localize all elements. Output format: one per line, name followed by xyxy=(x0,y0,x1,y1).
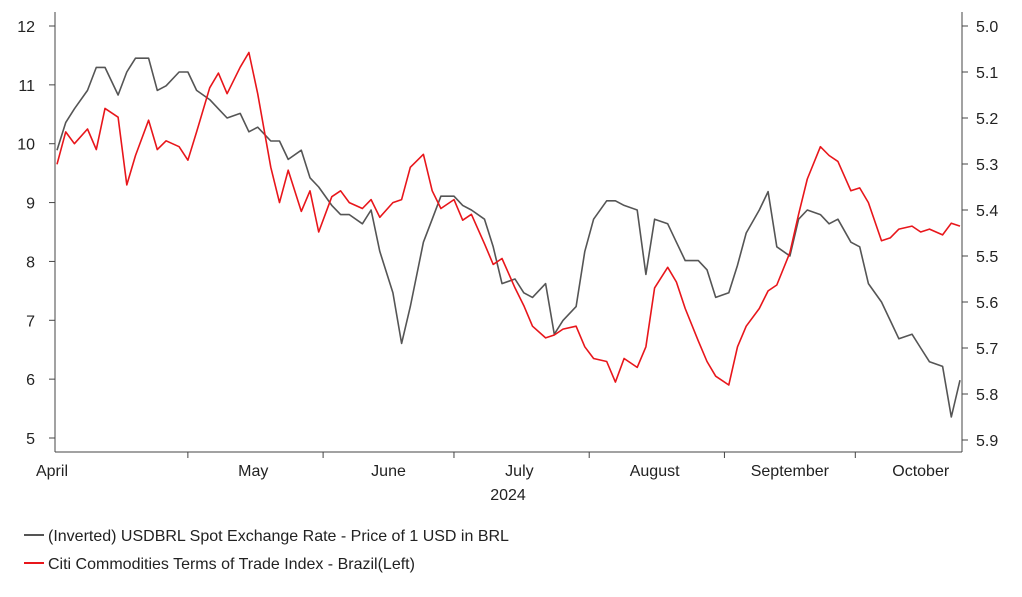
left-tick-label: 12 xyxy=(17,19,35,36)
right-tick-label: 5.0 xyxy=(976,19,998,36)
series-line-citi-tot xyxy=(56,51,961,386)
right-tick-label: 5.7 xyxy=(976,341,998,358)
left-tick-label: 10 xyxy=(17,137,35,154)
right-tick-label: 5.3 xyxy=(976,157,998,174)
year-label: 2024 xyxy=(490,487,526,504)
legend-label-citi: Citi Commodities Terms of Trade Index - … xyxy=(48,556,415,573)
right-tick-label: 5.8 xyxy=(976,387,998,404)
month-label: October xyxy=(892,463,950,480)
month-label: April xyxy=(36,463,68,480)
right-tick-label: 5.2 xyxy=(976,111,998,128)
legend-label-usdbrl: (Inverted) USDBRL Spot Exchange Rate - P… xyxy=(48,528,509,545)
month-label: August xyxy=(630,463,680,480)
left-tick-label: 11 xyxy=(18,78,35,95)
month-label: July xyxy=(505,463,533,480)
month-label: May xyxy=(238,463,268,480)
legend: (Inverted) USDBRL Spot Exchange Rate - P… xyxy=(24,528,509,573)
month-label: June xyxy=(371,463,406,480)
left-tick-label: 5 xyxy=(26,431,35,448)
left-tick-label: 9 xyxy=(26,196,35,213)
left-tick-label: 7 xyxy=(26,313,35,330)
series-line-usdbrl xyxy=(56,57,961,418)
right-tick-label: 5.1 xyxy=(976,65,998,82)
right-tick-label: 5.5 xyxy=(976,249,998,266)
axes: 5 6 7 8 9 10 11 12 5.0 5.1 5.2 5.3 5.4 5.5 5.6 5.7 5.8 5.… xyxy=(17,12,998,504)
series-lines xyxy=(56,51,961,418)
right-tick-label: 5.6 xyxy=(976,295,998,312)
left-tick-label: 8 xyxy=(26,254,35,271)
right-tick-label: 5.4 xyxy=(976,203,998,220)
month-label: September xyxy=(751,463,830,480)
left-tick-label: 6 xyxy=(26,372,35,389)
right-tick-label: 5.9 xyxy=(976,433,998,450)
